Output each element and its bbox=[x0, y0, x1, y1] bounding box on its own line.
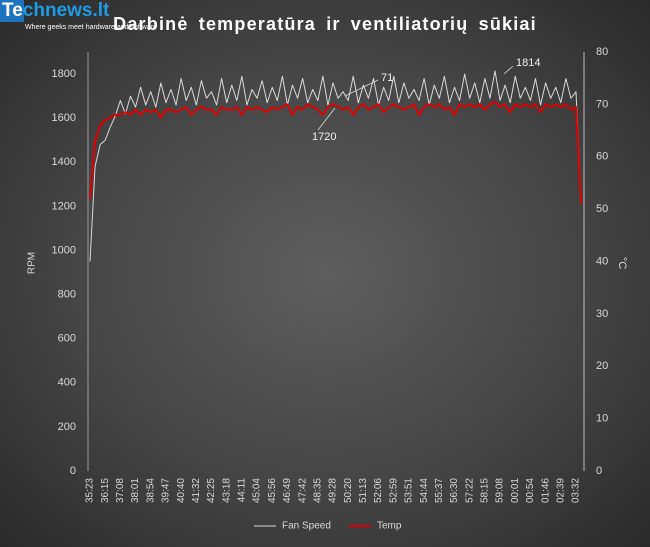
logo-tagline: Where geeks meet hardware and software bbox=[25, 24, 157, 31]
x-tick-label: 36:15 bbox=[100, 478, 111, 503]
y2-tick-label: 40 bbox=[596, 255, 608, 267]
logo-box bbox=[0, 0, 24, 22]
x-tick-label: 51:13 bbox=[358, 478, 369, 503]
y2-tick-label: 50 bbox=[596, 203, 608, 215]
y2-tick-label: 60 bbox=[596, 151, 608, 163]
x-tick-label: 56:30 bbox=[449, 478, 460, 503]
x-tick-label: 38:01 bbox=[130, 478, 141, 503]
y2-tick-label: 0 bbox=[596, 465, 602, 477]
x-tick-label: 48:35 bbox=[312, 478, 323, 503]
y-tick-label: 0 bbox=[70, 465, 76, 477]
annotation: 1720 bbox=[312, 131, 336, 143]
y-tick-label: 1400 bbox=[52, 156, 76, 168]
y-tick-label: 600 bbox=[58, 333, 76, 345]
y-tick-label: 400 bbox=[58, 377, 76, 389]
y-tick-label: 1600 bbox=[52, 112, 76, 124]
y2-axis-label: °C bbox=[616, 257, 628, 269]
y-tick-label: 1200 bbox=[52, 200, 76, 212]
x-tick-label: 49:28 bbox=[328, 478, 339, 503]
y2-tick-label: 80 bbox=[596, 46, 608, 58]
logo: Technews.lt bbox=[2, 0, 110, 21]
y2-tick-label: 70 bbox=[596, 98, 608, 110]
annotation: 71 bbox=[381, 72, 393, 84]
x-tick-label: 50:20 bbox=[343, 478, 354, 503]
x-tick-label: 39:47 bbox=[161, 478, 172, 503]
legend-label: Temp bbox=[377, 521, 402, 532]
y-axis-label: RPM bbox=[27, 252, 38, 274]
y-tick-label: 1000 bbox=[52, 244, 76, 256]
annotation-leader bbox=[317, 107, 336, 131]
x-tick-label: 02:39 bbox=[555, 478, 566, 503]
legend-label: Fan Speed bbox=[282, 521, 331, 532]
x-tick-label: 55:37 bbox=[434, 478, 445, 503]
x-tick-label: 03:32 bbox=[571, 478, 582, 503]
x-tick-label: 52:59 bbox=[388, 478, 399, 503]
x-tick-label: 35:23 bbox=[85, 478, 96, 503]
x-tick-label: 00:54 bbox=[525, 478, 536, 503]
x-tick-label: 40:40 bbox=[176, 478, 187, 503]
y-tick-label: 200 bbox=[58, 421, 76, 433]
line-series bbox=[89, 100, 583, 204]
x-tick-label: 42:25 bbox=[206, 478, 217, 503]
annotation-leader bbox=[503, 65, 514, 75]
x-tick-label: 44:11 bbox=[237, 478, 248, 503]
x-tick-label: 37:08 bbox=[115, 478, 126, 503]
annotation-leader bbox=[344, 79, 379, 97]
x-tick-label: 46:49 bbox=[282, 478, 293, 503]
x-tick-label: 45:56 bbox=[267, 478, 278, 503]
y2-tick-label: 20 bbox=[596, 360, 608, 372]
x-tick-label: 53:51 bbox=[404, 478, 415, 503]
x-tick-label: 47:42 bbox=[297, 478, 308, 503]
x-tick-label: 45:04 bbox=[252, 478, 263, 503]
x-tick-label: 52:06 bbox=[373, 478, 384, 503]
line-series bbox=[89, 70, 582, 262]
annotation: 1814 bbox=[516, 57, 540, 69]
x-tick-label: 57:22 bbox=[464, 478, 475, 503]
y-tick-label: 800 bbox=[58, 288, 76, 300]
chart-title: Darbinė temperatūra ir ventiliatorių sūk… bbox=[113, 14, 537, 34]
x-tick-label: 43:18 bbox=[221, 478, 232, 503]
x-tick-label: 00:01 bbox=[510, 478, 521, 503]
x-tick-label: 59:08 bbox=[495, 478, 506, 503]
x-tick-label: 54:44 bbox=[419, 478, 430, 503]
y-tick-label: 1800 bbox=[52, 68, 76, 80]
y2-tick-label: 10 bbox=[596, 413, 608, 425]
x-tick-label: 01:46 bbox=[540, 478, 551, 503]
y2-tick-label: 30 bbox=[596, 308, 608, 320]
x-tick-label: 38:54 bbox=[145, 478, 156, 503]
x-tick-label: 58:15 bbox=[480, 478, 491, 503]
x-tick-label: 41:32 bbox=[191, 478, 202, 503]
